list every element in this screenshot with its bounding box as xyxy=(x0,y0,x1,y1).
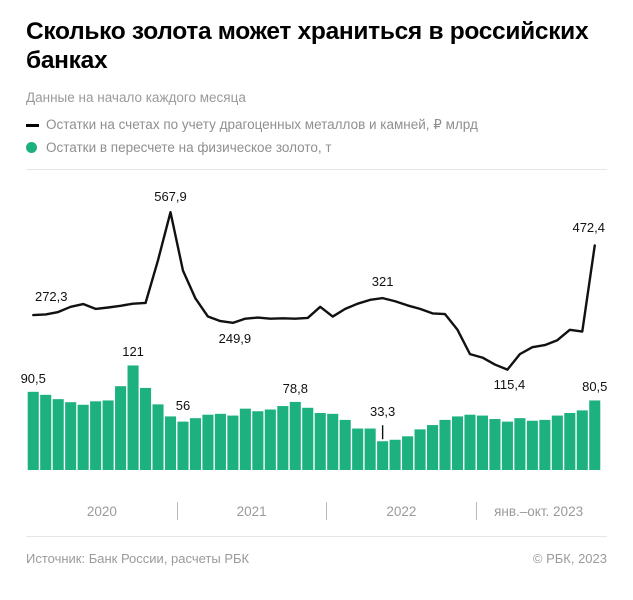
bar xyxy=(277,405,289,470)
bar xyxy=(514,417,526,470)
bar xyxy=(140,387,152,470)
bar xyxy=(289,401,301,470)
bar xyxy=(576,410,588,470)
x-axis: 2020 2021 2022 янв.–окт. 2023 xyxy=(26,500,607,530)
bar xyxy=(164,416,177,470)
bar-value-label: 33,3 xyxy=(369,404,396,420)
bar xyxy=(501,421,513,470)
bar xyxy=(52,398,64,470)
bar xyxy=(451,416,464,470)
bar xyxy=(177,421,189,470)
bar xyxy=(227,415,239,470)
bar xyxy=(427,424,439,470)
bar-value-label: 56 xyxy=(175,398,191,414)
bar xyxy=(402,436,414,470)
subtitle: Данные на начало каждого месяца xyxy=(26,89,246,105)
bar xyxy=(339,419,351,470)
bar xyxy=(152,404,164,470)
bar xyxy=(314,412,326,470)
axis-label-янв--окт--2023: янв.–окт. 2023 xyxy=(494,503,584,519)
line-value-label: 472,4 xyxy=(572,220,606,236)
page-title: Сколько золота может храниться в российс… xyxy=(26,18,589,74)
bar xyxy=(377,441,389,470)
bar xyxy=(476,415,488,470)
line-value-label: 249,9 xyxy=(218,330,252,346)
line-value-label: 115,4 xyxy=(493,377,526,393)
bar xyxy=(90,401,102,470)
bar xyxy=(65,401,77,470)
axis-label-2020: 2020 xyxy=(86,503,117,519)
bar-value-label: 78,8 xyxy=(282,380,308,396)
dot-marker-icon xyxy=(26,141,46,153)
copyright-text: © РБК, 2023 xyxy=(532,550,607,566)
header: Сколько золота может храниться в российс… xyxy=(0,0,633,156)
bar xyxy=(102,400,114,470)
line-value-label: 272,3 xyxy=(34,288,68,304)
bar xyxy=(115,386,127,470)
bar xyxy=(464,414,476,470)
line-value-label: 567,9 xyxy=(154,189,187,205)
axis-separator xyxy=(176,501,178,520)
line-value-label: 321 xyxy=(371,273,394,289)
bar xyxy=(327,413,339,470)
header-divider xyxy=(26,168,607,170)
legend: Остатки на счетах по учету драгоценных м… xyxy=(26,117,607,156)
bar xyxy=(77,404,89,470)
bar xyxy=(352,428,364,470)
bar xyxy=(127,365,139,470)
footer-divider xyxy=(26,535,607,537)
bar xyxy=(302,407,314,470)
bar xyxy=(414,429,426,470)
legend-label-bar: Остатки в пересчете на физическое золото… xyxy=(46,139,332,155)
axis-label-2022: 2022 xyxy=(386,503,417,519)
bar xyxy=(40,394,52,470)
axis-separator xyxy=(326,501,328,520)
bar xyxy=(564,412,576,470)
legend-item-bar: Остатки в пересчете на физическое золото… xyxy=(26,139,607,156)
bar xyxy=(589,400,601,470)
line-marker-icon xyxy=(26,124,46,127)
bar xyxy=(252,411,264,470)
bar-value-label: 80,5 xyxy=(582,379,608,395)
footer: Источник: Банк России, расчеты РБК © РБК… xyxy=(0,537,633,566)
line-series-path xyxy=(32,210,596,371)
bar xyxy=(539,419,551,470)
bar-value-label: 121 xyxy=(122,344,144,360)
legend-label-line: Остатки на счетах по учету драгоценных м… xyxy=(46,117,478,133)
axis-label-2021: 2021 xyxy=(236,503,267,519)
bar xyxy=(364,428,376,470)
bar xyxy=(239,408,251,470)
bar xyxy=(264,409,276,470)
bar xyxy=(214,413,226,470)
source-text: Источник: Банк России, расчеты РБК xyxy=(26,550,250,566)
bar xyxy=(189,417,201,470)
bar-value-label: 90,5 xyxy=(20,370,46,386)
bar xyxy=(526,420,538,470)
bar xyxy=(27,391,39,470)
chart-canvas xyxy=(27,210,601,470)
bar xyxy=(389,439,401,470)
legend-item-line: Остатки на счетах по учету драгоценных м… xyxy=(26,117,607,134)
bar xyxy=(551,415,563,470)
bar xyxy=(489,418,501,470)
bar xyxy=(439,419,451,470)
bar xyxy=(202,414,214,470)
chart-plot-area: 272,3 567,9 249,9 321 115,4 472,4 90,5 121 56 78,… xyxy=(0,170,633,500)
axis-separator xyxy=(476,501,478,520)
